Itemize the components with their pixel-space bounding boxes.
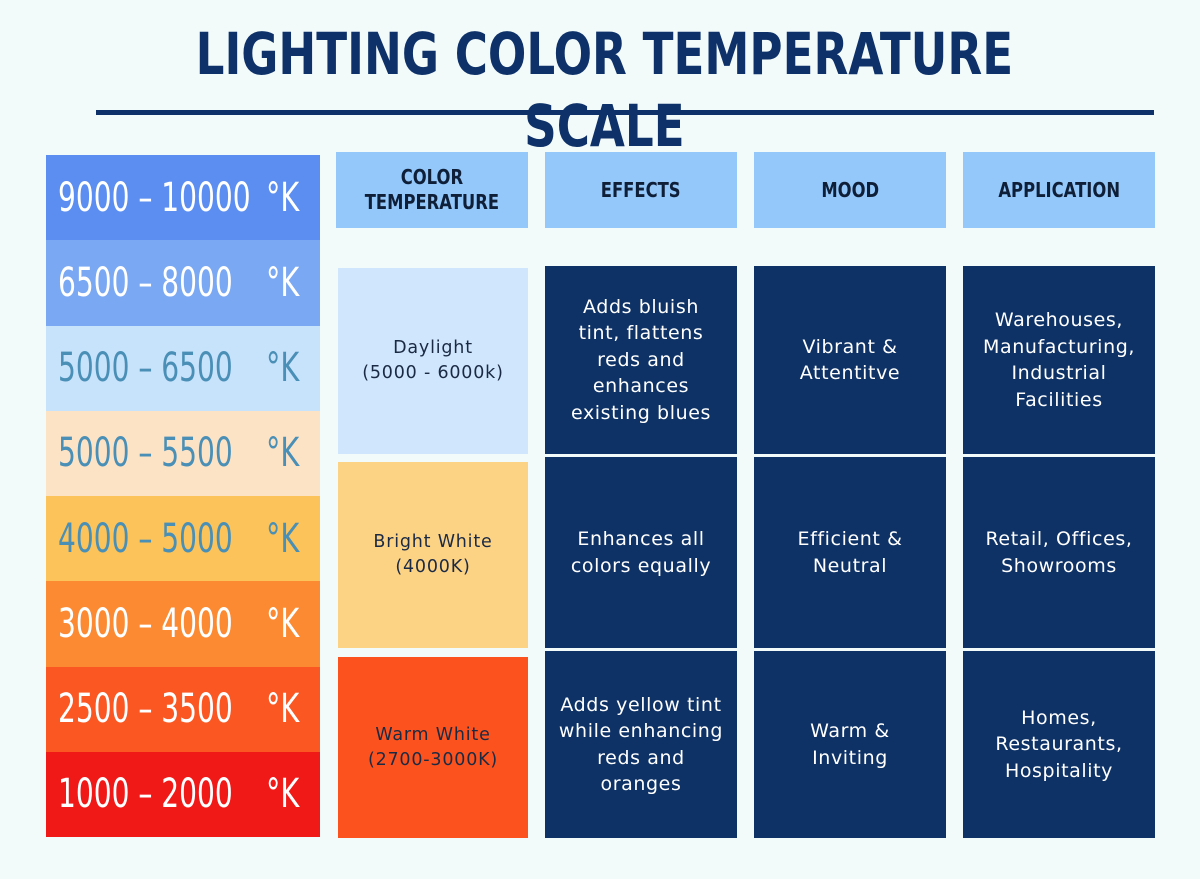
scale-range: 1000 – 2000 bbox=[58, 771, 233, 818]
scale-row: 6500 – 8000 °K bbox=[46, 240, 320, 326]
scale-unit: °K bbox=[266, 600, 300, 647]
scale-row: 9000 – 10000 °K bbox=[46, 155, 320, 241]
effects-cell: Adds bluish tint, flattens reds and enha… bbox=[545, 266, 737, 454]
temperature-cell: Daylight (5000 - 6000k) bbox=[338, 268, 528, 454]
header-effects: EFFECTS bbox=[545, 152, 737, 228]
scale-range: 3000 – 4000 bbox=[58, 600, 233, 647]
effects-cell: Adds yellow tint while enhancing reds an… bbox=[545, 651, 737, 838]
scale-unit: °K bbox=[266, 259, 300, 306]
mood-cell: Efficient & Neutral bbox=[754, 457, 946, 648]
temperature-scale: 9000 – 10000 °K 6500 – 8000 °K 5000 – 6500… bbox=[46, 155, 320, 837]
effects-cell: Enhances all colors equally bbox=[545, 457, 737, 648]
application-cell: Homes, Restaurants, Hospitality bbox=[963, 651, 1155, 838]
scale-unit: °K bbox=[266, 174, 300, 221]
header-mood: MOOD bbox=[754, 152, 946, 228]
temperature-cell: Bright White (4000K) bbox=[338, 462, 528, 648]
scale-range: 5000 – 5500 bbox=[58, 430, 233, 477]
scale-range: 4000 – 5000 bbox=[58, 515, 233, 562]
scale-row: 2500 – 3500 °K bbox=[46, 666, 320, 752]
title-underline bbox=[96, 110, 1154, 115]
application-cell: Retail, Offices, Showrooms bbox=[963, 457, 1155, 648]
page-title: LIGHTING COLOR TEMPERATURE SCALE bbox=[195, 20, 1014, 160]
scale-range: 5000 – 6500 bbox=[58, 345, 233, 392]
scale-unit: °K bbox=[266, 345, 300, 392]
scale-row: 5000 – 5500 °K bbox=[46, 410, 320, 496]
scale-row: 4000 – 5000 °K bbox=[46, 496, 320, 582]
scale-range: 2500 – 3500 bbox=[58, 686, 233, 733]
mood-cell: Warm & Inviting bbox=[754, 651, 946, 838]
scale-row: 3000 – 4000 °K bbox=[46, 581, 320, 667]
scale-row: 5000 – 6500 °K bbox=[46, 325, 320, 411]
header-color-temperature: COLOR TEMPERATURE bbox=[336, 152, 528, 228]
scale-unit: °K bbox=[266, 686, 300, 733]
scale-row: 1000 – 2000 °K bbox=[46, 751, 320, 837]
scale-unit: °K bbox=[266, 771, 300, 818]
mood-cell: Vibrant & Attentitve bbox=[754, 266, 946, 454]
application-cell: Warehouses, Manufacturing, Industrial Fa… bbox=[963, 266, 1155, 454]
temperature-cell: Warm White (2700-3000K) bbox=[338, 657, 528, 838]
scale-range: 9000 – 10000 bbox=[58, 174, 251, 221]
header-application: APPLICATION bbox=[963, 152, 1155, 228]
scale-range: 6500 – 8000 bbox=[58, 259, 233, 306]
scale-unit: °K bbox=[266, 515, 300, 562]
scale-unit: °K bbox=[266, 430, 300, 477]
